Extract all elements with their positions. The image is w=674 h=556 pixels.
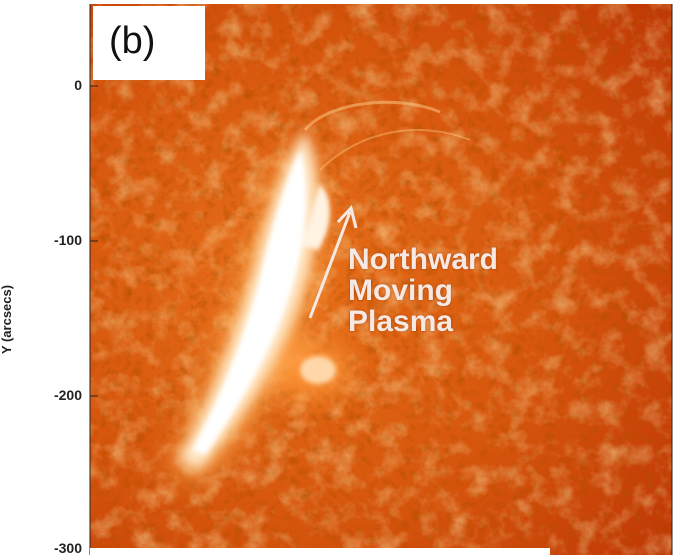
y-tick-minus-100: -100	[53, 232, 82, 248]
y-tick-minus-200: -200	[53, 387, 82, 403]
y-axis-label: Y (arcsecs)	[0, 284, 15, 355]
bottom-strip	[90, 548, 550, 555]
annotation-line-2: Moving	[348, 274, 453, 307]
annotation-line-1: Northward	[348, 243, 498, 276]
annotation-text: Northward Moving Plasma	[348, 244, 498, 337]
y-tick-0: 0	[74, 77, 82, 93]
panel-label: (b)	[109, 20, 156, 62]
y-tick-minus-300: -300	[53, 540, 82, 556]
annotation-line-3: Plasma	[348, 305, 454, 338]
panel-label-box: (b)	[93, 6, 205, 80]
